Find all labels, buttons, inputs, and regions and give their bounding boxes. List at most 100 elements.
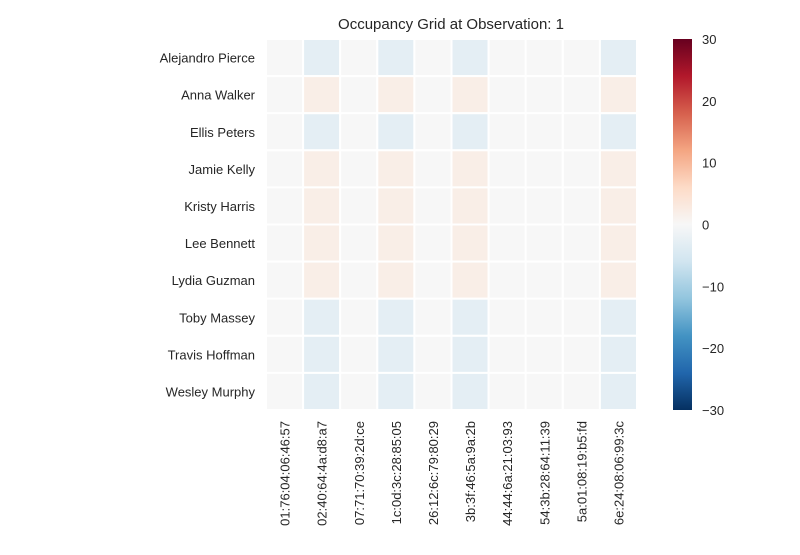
heatmap-cell <box>524 112 564 152</box>
row-label: Toby Massey <box>179 310 255 325</box>
heatmap-cell <box>598 75 639 115</box>
heatmap-cell <box>376 149 416 189</box>
heatmap-cell <box>487 371 527 411</box>
heatmap-cell <box>265 223 305 263</box>
heatmap-cell <box>265 260 305 300</box>
heatmap-cell <box>265 112 305 152</box>
heatmap-cell <box>561 260 601 300</box>
heatmap-cell <box>524 38 564 78</box>
heatmap-cell <box>450 297 490 337</box>
column-label: 54:3b:28:64:11:39 <box>537 421 552 525</box>
column-label: 6e:24:08:06:99:3c <box>611 421 626 526</box>
heatmap-cell <box>524 334 564 374</box>
heatmap-cell <box>265 334 305 374</box>
row-label: Jamie Kelly <box>189 162 256 177</box>
colorbar-tick-label: 30 <box>702 32 716 47</box>
heatmap-cell <box>302 149 342 189</box>
column-label: 44:44:6a:21:03:93 <box>500 421 515 526</box>
heatmap-cell <box>339 260 379 300</box>
heatmap-cell <box>376 112 416 152</box>
heatmap-cell <box>302 223 342 263</box>
heatmap-cell <box>598 112 639 152</box>
colorbar-tick-label: −10 <box>702 279 724 294</box>
row-label: Anna Walker <box>181 88 256 103</box>
heatmap-cell <box>339 38 379 78</box>
column-label: 01:76:04:06:46:57 <box>278 421 293 526</box>
column-label: 1c:0d:3c:28:85:05 <box>389 421 404 524</box>
heatmap-cell <box>561 371 601 411</box>
heatmap-cell <box>376 223 416 263</box>
heatmap-cell <box>450 223 490 263</box>
row-label: Kristy Harris <box>184 199 255 214</box>
heatmap-cell <box>524 149 564 189</box>
heatmap-cell <box>302 186 342 226</box>
chart-title: Occupancy Grid at Observation: 1 <box>338 16 564 33</box>
heatmap-cell <box>265 149 305 189</box>
heatmap-cell <box>450 186 490 226</box>
heatmap-cell <box>487 112 527 152</box>
heatmap-cell <box>413 149 453 189</box>
heatmap-cell <box>524 75 564 115</box>
heatmap-cell <box>598 223 639 263</box>
colorbar-gradient <box>673 39 692 410</box>
heatmap-cell <box>339 223 379 263</box>
column-labels: 01:76:04:06:46:57 02:40:64:4a:d8:a7 07:71:… <box>278 421 627 526</box>
heatmap-cell <box>487 75 527 115</box>
heatmap-cell <box>524 260 564 300</box>
heatmap-cell <box>265 186 305 226</box>
heatmap-cell <box>376 371 416 411</box>
heatmap-cell <box>339 297 379 337</box>
heatmap-cell <box>413 223 453 263</box>
heatmap-cell <box>450 260 490 300</box>
heatmap-cell <box>450 112 490 152</box>
heatmap-cell <box>561 75 601 115</box>
heatmap-cell <box>561 149 601 189</box>
row-label: Ellis Peters <box>190 125 256 140</box>
heatmap-cell <box>524 297 564 337</box>
heatmap-cell <box>487 38 527 78</box>
heatmap-cell <box>413 38 453 78</box>
colorbar-tick-label: 0 <box>702 218 709 233</box>
heatmap-cell <box>450 75 490 115</box>
column-label: 5a:01:08:19:b5:fd <box>574 421 589 522</box>
heatmap-cell <box>487 334 527 374</box>
heatmap-cell <box>561 112 601 152</box>
colorbar-tick-label: 20 <box>702 94 716 109</box>
heatmap-cell <box>413 297 453 337</box>
heatmap-cell <box>598 186 639 226</box>
heatmap-cell <box>487 223 527 263</box>
heatmap-cell <box>376 297 416 337</box>
heatmap-cell <box>487 186 527 226</box>
heatmap-cell <box>598 38 639 78</box>
heatmap-cell <box>302 297 342 337</box>
column-label: 02:40:64:4a:d8:a7 <box>315 421 330 526</box>
heatmap-cell <box>598 297 639 337</box>
heatmap-cell <box>524 371 564 411</box>
heatmap-cell <box>487 260 527 300</box>
column-label: 26:12:6c:79:80:29 <box>426 421 441 525</box>
heatmap-cell <box>561 334 601 374</box>
row-label: Travis Hoffman <box>168 347 255 362</box>
heatmap-cell <box>302 75 342 115</box>
heatmap-cell <box>598 149 639 189</box>
heatmap-cell <box>302 38 342 78</box>
heatmap-cell <box>302 112 342 152</box>
heatmap-cell <box>376 260 416 300</box>
colorbar: 30 20 10 0 −10 −20 −30 <box>673 32 724 418</box>
heatmap-cell <box>598 260 639 300</box>
heatmap-cell <box>339 186 379 226</box>
heatmap-cell <box>339 371 379 411</box>
heatmap-cell <box>524 186 564 226</box>
heatmap-cell <box>339 75 379 115</box>
heatmap-cell <box>487 297 527 337</box>
row-labels: Alejandro Pierce Anna Walker Ellis Peters J… <box>160 51 256 400</box>
heatmap-cell <box>376 334 416 374</box>
heatmap-cell <box>413 112 453 152</box>
heatmap-cell <box>450 334 490 374</box>
row-label: Wesley Murphy <box>166 384 256 399</box>
colorbar-tick-label: −30 <box>702 403 724 418</box>
heatmap-cell <box>302 371 342 411</box>
heatmap-cell <box>413 334 453 374</box>
heatmap-cell <box>450 38 490 78</box>
heatmap-cell <box>265 371 305 411</box>
